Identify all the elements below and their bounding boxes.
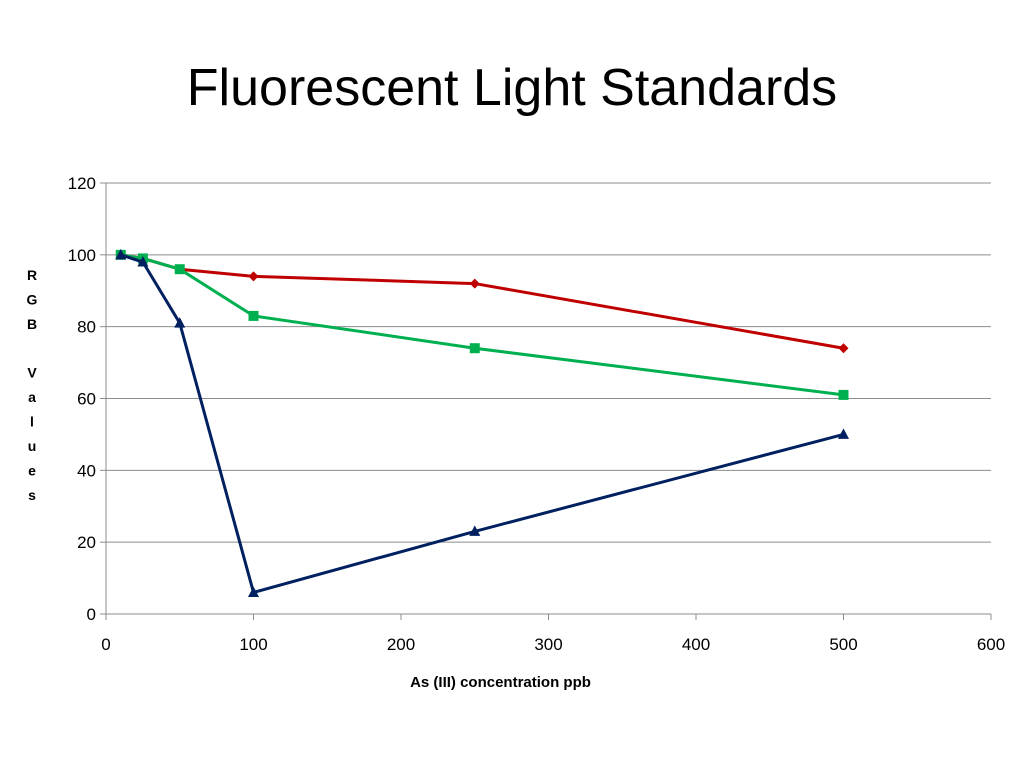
series-0-point: [838, 343, 849, 354]
x-tick-label: 500: [829, 635, 857, 654]
x-tick-label: 300: [534, 635, 562, 654]
series-0-point: [469, 278, 480, 289]
y-tick-label: 0: [87, 605, 96, 624]
series-1-point: [174, 264, 185, 275]
x-axis-label: As (III) concentration ppb: [410, 674, 591, 691]
chart-title: Fluorescent Light Standards: [186, 59, 838, 117]
x-tick-label: 0: [101, 635, 110, 654]
x-tick-label: 200: [387, 635, 415, 654]
x-tick-label: 100: [239, 635, 267, 654]
series-2-point: [137, 256, 149, 267]
series-2-line: [120, 253, 844, 594]
y-tick-label: 60: [77, 390, 96, 409]
series-1-point: [838, 389, 849, 400]
y-tick-label: 100: [68, 246, 96, 265]
series-2-point: [838, 428, 849, 439]
x-tick-label: 600: [977, 635, 1005, 654]
series-2-point: [469, 525, 481, 536]
x-tick-label: 400: [682, 635, 710, 654]
series-1-line: [120, 253, 844, 397]
series-2-point: [115, 248, 127, 260]
y-tick-label: 120: [68, 174, 96, 193]
series-1-point: [248, 310, 259, 321]
y-tick-label: 80: [77, 318, 96, 337]
y-tick-label: 20: [77, 533, 96, 552]
series-2-point: [248, 586, 259, 597]
y-tick-label: 40: [77, 461, 96, 480]
series-0-point: [248, 271, 259, 282]
series-2-point: [174, 317, 186, 328]
series-1-point: [469, 343, 480, 354]
